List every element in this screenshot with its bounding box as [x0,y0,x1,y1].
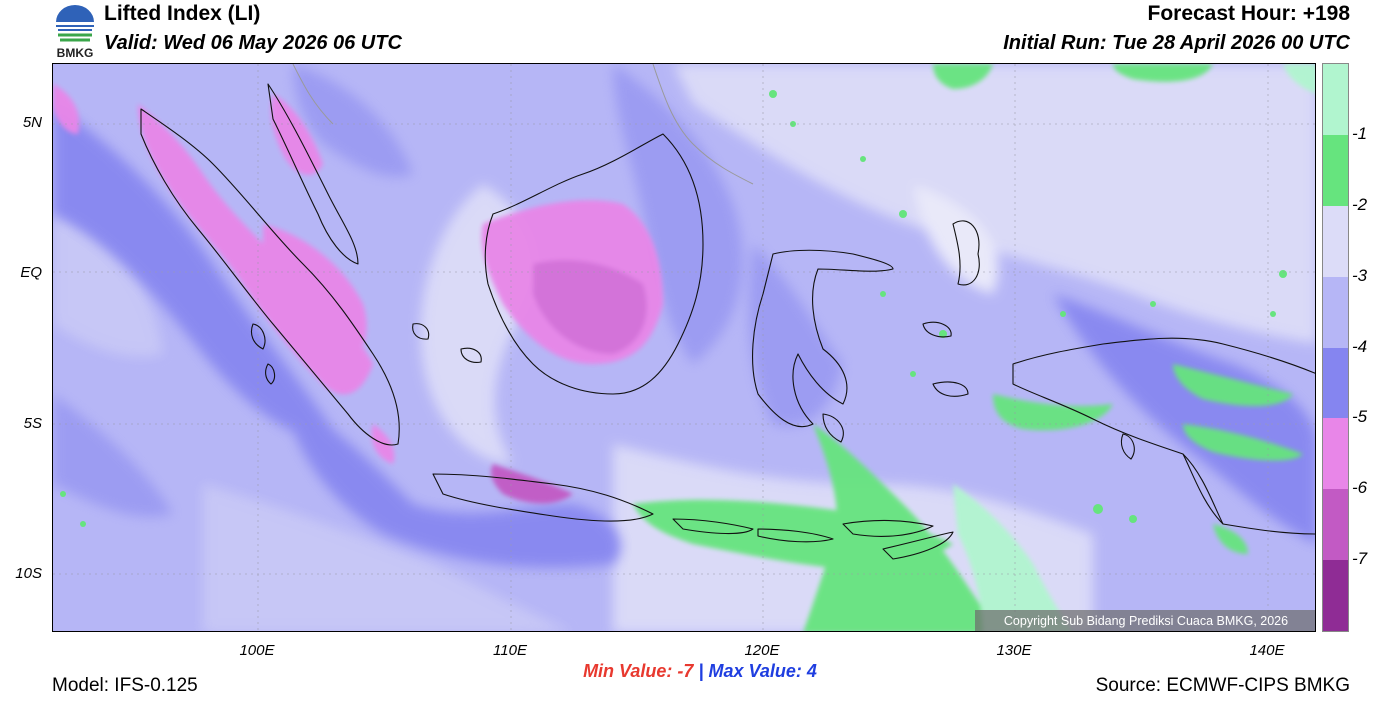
colorbar-segment [1323,64,1348,135]
lon-label-120e: 120E [744,642,780,659]
valid-time: Valid: Wed 06 May 2026 06 UTC [104,32,402,54]
lon-label-100e: 100E [239,642,275,659]
lifted-index-map: Copyright Sub Bidang Prediksi Cuaca BMKG… [52,63,1316,632]
colorbar-segment [1323,205,1348,277]
min-label: Min Value: [583,661,673,681]
initial-run: Initial Run: Tue 28 April 2026 00 UTC [1003,32,1350,54]
map-title: Lifted Index (LI) [104,2,261,25]
colorbar-segment [1323,489,1348,561]
map-canvas [53,64,1315,631]
logo-text: BMKG [57,46,94,60]
colorbar-segment [1323,560,1348,631]
colorbar-segment [1323,347,1348,419]
forecast-hour: Forecast Hour: +198 [1147,2,1351,25]
lat-label-10s: 10S [15,565,42,582]
colorbar-label: -4 [1352,336,1368,356]
data-source: Source: ECMWF-CIPS BMKG [1095,675,1350,696]
colorbar-segment [1323,276,1348,348]
bmkg-logo: BMKG [50,2,100,60]
lat-label-5n: 5N [22,114,42,131]
min-max-separator: | [698,661,704,681]
colorbar [1322,63,1349,632]
lon-label-110e: 110E [493,642,527,659]
lat-label-5s: 5S [23,415,42,432]
colorbar-label: -2 [1352,194,1368,214]
min-max-values: Min Value: -7 | Max Value: 4 [0,661,1400,682]
colorbar-segment [1323,418,1348,490]
lon-label-130e: 130E [996,642,1032,659]
min-value: -7 [677,661,694,681]
model-name: Model: IFS-0.125 [52,675,198,696]
colorbar-label: -3 [1352,265,1368,285]
max-value: 4 [806,661,817,681]
lat-label-eq: EQ [20,264,42,281]
colorbar-label: -1 [1352,123,1368,143]
colorbar-label: -6 [1352,478,1368,498]
lon-label-140e: 140E [1249,642,1285,659]
colorbar-label: -7 [1352,549,1368,569]
colorbar-segment [1323,134,1348,206]
colorbar-label: -5 [1352,407,1368,427]
copyright-notice: Copyright Sub Bidang Prediksi Cuaca BMKG… [975,610,1315,631]
max-label: Max Value: [708,661,802,681]
